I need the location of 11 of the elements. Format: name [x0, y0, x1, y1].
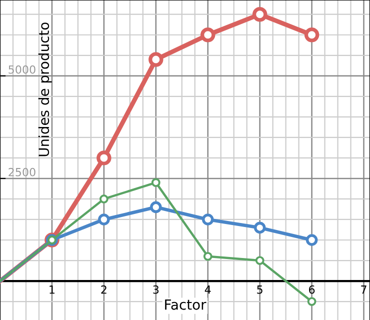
x-tick-label: 2 — [101, 285, 106, 294]
x-tick-label: 4 — [204, 286, 211, 294]
y-axis-title: Unides de producto — [38, 22, 52, 156]
y-tick-label: 5000 — [8, 65, 36, 74]
x-tick-label: 1 — [50, 286, 54, 294]
x-axis-title: Factor — [165, 300, 206, 310]
x-tick-label: 6 — [309, 285, 315, 294]
x-tick-label: 7 — [361, 286, 366, 294]
x-tick-label: 3 — [153, 285, 159, 294]
y-tick-label: 2500 — [8, 168, 36, 176]
x-tick-label: 5 — [257, 286, 262, 294]
